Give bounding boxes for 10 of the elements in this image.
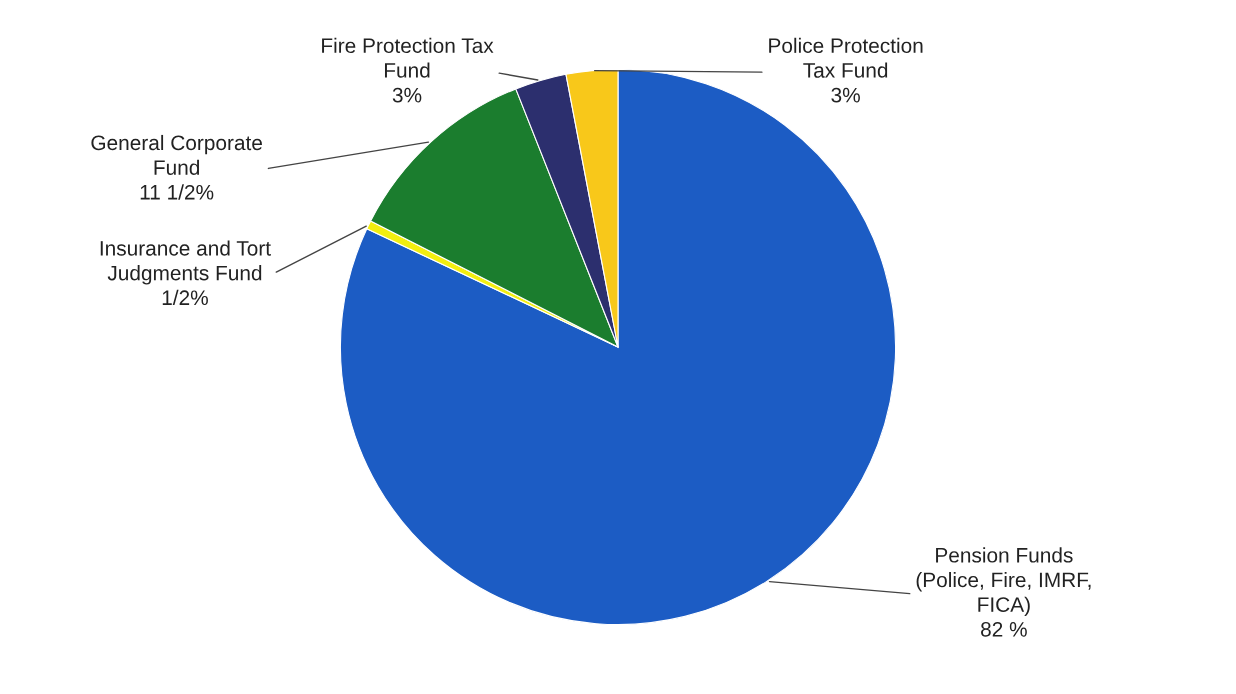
data-label: 3% [392,87,422,103]
data-label: 11 1/2% [140,184,214,200]
data-label: 82 % [981,621,1027,637]
slice-label: Pension Funds (Police, Fire, IMRF, FICA) [916,547,1091,617]
slice-label: Insurance and Tort Judgments Fund [100,240,271,285]
data-label: 3% [831,87,860,103]
data-label: 1/2% [162,289,208,306]
slice-label: Fire Protection Tax Fund [322,37,494,78]
slice-label: General Corporate Fund [91,134,262,175]
slice-label: Police Protection Tax Fund [769,37,923,78]
